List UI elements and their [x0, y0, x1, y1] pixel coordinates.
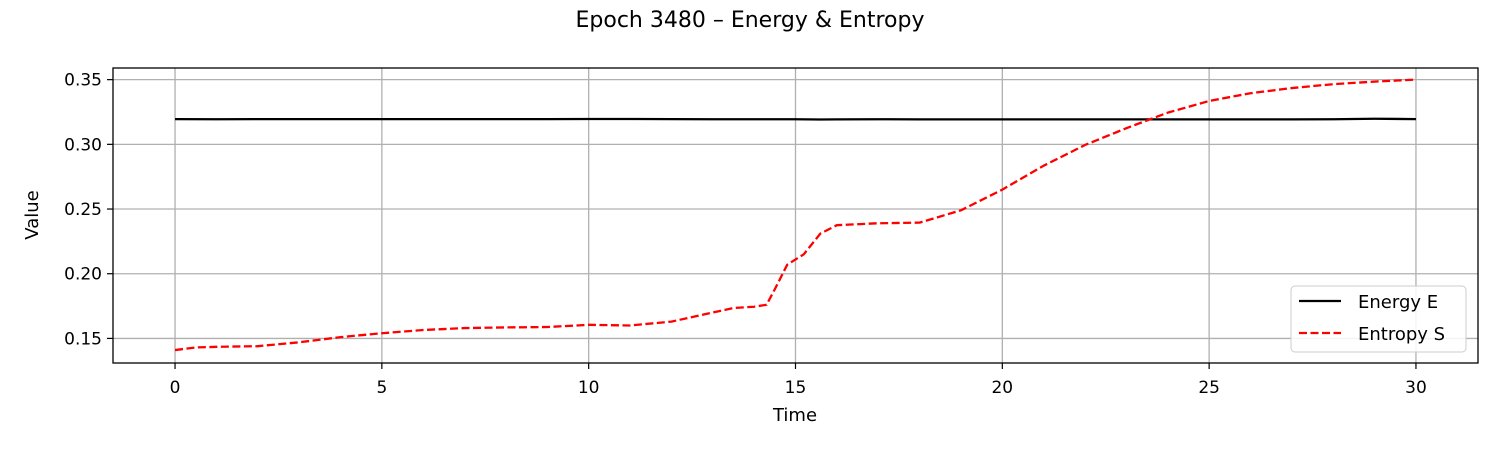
- ticks: 0 5 10 15 20 25 30 0.15 0.20 0.25 0.30 0.35: [64, 71, 1427, 398]
- x-tick-label: 5: [376, 378, 387, 398]
- series-line-energy-e: [175, 117, 1416, 121]
- legend-box: [1290, 285, 1467, 353]
- y-tick-label: 0.15: [64, 329, 102, 349]
- legend-label-entropy: Entropy S: [1358, 324, 1445, 345]
- x-tick-label: 0: [170, 378, 181, 398]
- y-tick-label: 0.35: [64, 71, 102, 91]
- x-tick-label: 15: [785, 378, 807, 398]
- x-tick-label: 30: [1405, 378, 1427, 398]
- y-tick-label: 0.25: [64, 200, 102, 220]
- series-layer: [174, 78, 1417, 352]
- x-tick-label: 10: [578, 378, 600, 398]
- x-axis-label: Time: [772, 405, 817, 426]
- grid: [113, 68, 1478, 363]
- legend-label-energy: Energy E: [1358, 292, 1438, 313]
- chart-title: Epoch 3480 – Energy & Entropy: [576, 8, 925, 33]
- y-axis-label: Value: [22, 190, 43, 239]
- x-tick-label: 20: [991, 378, 1013, 398]
- x-tick-label: 25: [1198, 378, 1220, 398]
- y-tick-label: 0.20: [64, 265, 102, 285]
- y-tick-label: 0.30: [64, 135, 102, 155]
- legend: Energy E Entropy S: [1290, 285, 1467, 353]
- series-line-entropy-s: [174, 78, 1417, 352]
